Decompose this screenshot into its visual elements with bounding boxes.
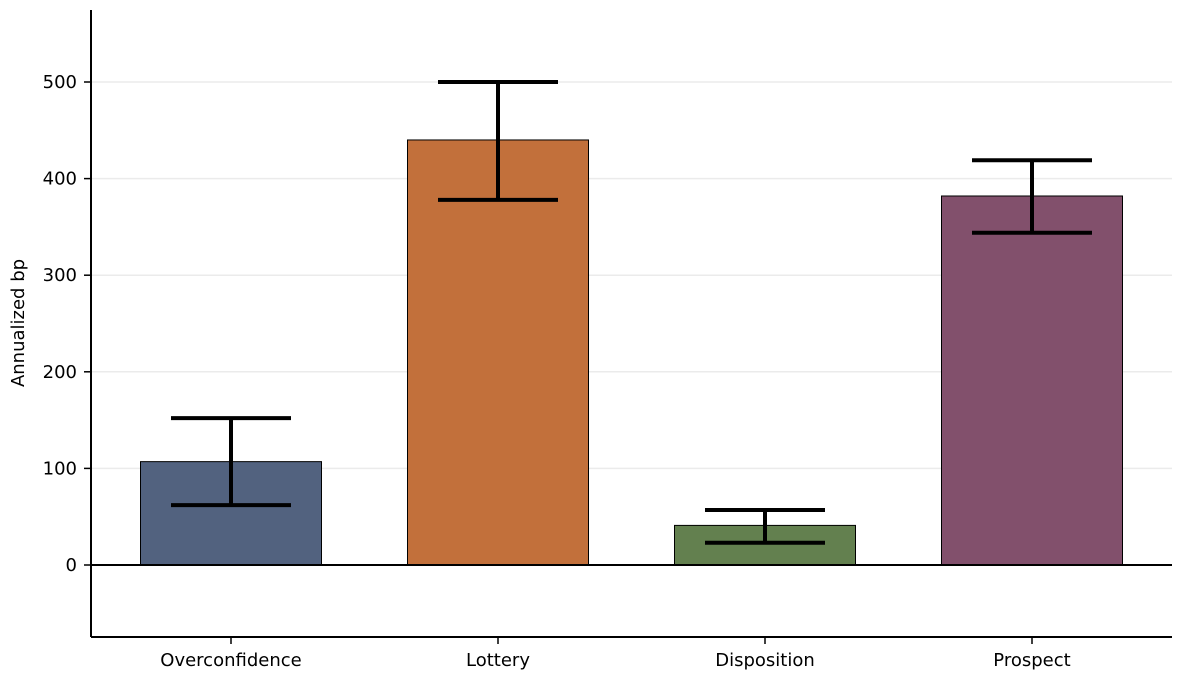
y-tick-label-0: 0: [66, 555, 77, 576]
y-tick-label-400: 400: [43, 169, 77, 190]
y-tick-label-300: 300: [43, 265, 77, 286]
bar-prospect: [941, 195, 1123, 566]
bar-lottery: [407, 139, 589, 566]
x-tick-label-disposition: Disposition: [715, 650, 815, 671]
x-tick-label-lottery: Lottery: [466, 650, 530, 671]
y-tick-label-500: 500: [43, 72, 77, 93]
x-tick-label-prospect: Prospect: [993, 650, 1070, 671]
bars: [140, 139, 1123, 566]
error-bars: [171, 80, 1092, 545]
y-tick-label-100: 100: [43, 458, 77, 479]
x-tick-label-overconfidence: Overconfidence: [160, 650, 301, 671]
axes: [84, 10, 1172, 644]
y-axis-label: Annualized bp: [8, 259, 29, 387]
tick-labels: 0 100 200 300 400 500 Overconfidence Lottery Dis…: [43, 72, 1071, 671]
y-tick-label-200: 200: [43, 362, 77, 383]
